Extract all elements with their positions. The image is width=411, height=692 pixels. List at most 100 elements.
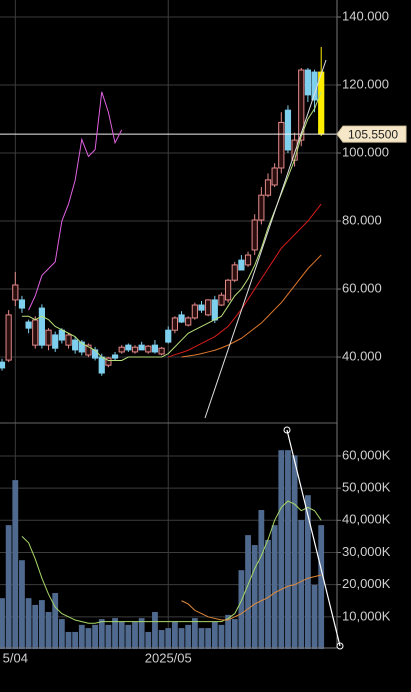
candle-body <box>118 346 125 353</box>
candle-body <box>52 334 59 349</box>
volume-bar <box>191 618 198 649</box>
candle-body <box>131 346 139 353</box>
candle-body <box>318 71 325 135</box>
candle-body <box>38 307 45 346</box>
candle-body <box>258 194 265 221</box>
candle-body <box>65 334 72 346</box>
x-tick-label: 5/04 <box>3 650 28 665</box>
volume-bar <box>78 624 85 649</box>
volume-bar <box>205 628 212 649</box>
candle-body <box>18 299 26 309</box>
volume-bar <box>218 624 225 649</box>
volume-bar <box>198 628 205 649</box>
volume-bar <box>211 621 218 649</box>
volume-bar <box>178 628 185 649</box>
candle-body <box>171 317 179 331</box>
volume-bar <box>65 631 72 649</box>
candle-body <box>264 179 272 196</box>
candle-body <box>271 167 278 186</box>
last-price-label: 105.5500 <box>348 127 398 141</box>
volume-bar <box>105 624 112 649</box>
y-tick-label: 60.000 <box>342 280 382 295</box>
volume-bar <box>39 600 45 649</box>
candle-body <box>32 319 39 346</box>
volume-bar <box>85 628 92 649</box>
volume-bar <box>58 619 65 649</box>
axis: 140.000 120.000 100.000 80.000 60.000 40.000 1… <box>3 8 407 665</box>
candle-body <box>178 314 185 323</box>
volume-bar <box>98 619 105 649</box>
candle-body <box>151 344 159 353</box>
trend-line <box>286 429 341 647</box>
volume-bar <box>125 624 132 649</box>
candle-body <box>225 279 232 301</box>
volume-bar <box>165 628 172 649</box>
y-tick-label: 120.000 <box>342 76 389 91</box>
candle-body <box>98 356 105 374</box>
volume-bar <box>32 604 39 649</box>
volume-bar <box>318 525 325 649</box>
volume-bar <box>291 455 298 649</box>
volume-bar <box>311 584 318 649</box>
trend-handle <box>336 642 344 650</box>
last-price-box <box>336 125 407 143</box>
y-tick-label: 20,000K <box>342 576 391 591</box>
y-tick-label: 40.000 <box>342 348 382 363</box>
y-tick-label: 40,000K <box>342 512 391 527</box>
moving-average-line <box>21 500 322 624</box>
candle-body <box>251 219 258 251</box>
volume-bar <box>245 535 251 649</box>
volume-bar <box>45 612 52 649</box>
marks <box>0 46 337 649</box>
candle-body <box>278 121 285 169</box>
volume-bar <box>25 598 32 649</box>
volume-bar <box>225 614 231 649</box>
candle-body <box>92 349 99 359</box>
candle-body <box>244 254 252 266</box>
volume-bar <box>5 525 12 649</box>
volume-bar <box>285 450 291 649</box>
volume-bar <box>0 598 5 649</box>
moving-average-line <box>181 254 322 358</box>
candle-body <box>138 344 145 351</box>
candle-body <box>105 357 112 366</box>
y-tick-label: 100.000 <box>342 144 389 159</box>
trend-line <box>204 59 327 419</box>
volume-bar <box>132 621 138 649</box>
candle-body <box>158 347 165 355</box>
volume-bar <box>251 545 258 649</box>
volume-bar <box>52 593 59 649</box>
volume-bar <box>158 630 165 649</box>
candle-body <box>205 299 212 316</box>
moving-average-line <box>21 91 322 361</box>
candle-body <box>72 339 79 351</box>
candle-body <box>5 314 12 361</box>
candle-body <box>85 344 92 356</box>
candle-body <box>0 361 6 369</box>
volume-bar <box>112 618 118 649</box>
candle-body <box>78 341 85 353</box>
volume-bar <box>118 621 125 649</box>
volume-bar <box>19 560 25 649</box>
candle-body <box>231 264 238 281</box>
volume-bar <box>185 624 192 649</box>
candle-body <box>58 329 65 341</box>
candle-body <box>311 71 318 101</box>
y-tick-label: 50,000K <box>342 480 391 495</box>
volume-bar <box>231 619 238 649</box>
candle-body <box>191 304 198 319</box>
candle-body <box>185 317 192 326</box>
candle-body <box>198 304 205 311</box>
candle-body <box>218 294 225 306</box>
x-tick-label: 2025/05 <box>145 650 192 665</box>
candle-body <box>45 329 52 346</box>
volume-bar <box>92 624 98 649</box>
volume-bar <box>278 450 285 649</box>
candle-body <box>145 345 152 353</box>
candle-body <box>125 344 132 351</box>
candle-body <box>211 299 218 321</box>
volume-bar <box>152 612 158 649</box>
candle-body <box>111 354 119 359</box>
volume-bar <box>172 621 178 649</box>
candle-body <box>165 329 172 343</box>
